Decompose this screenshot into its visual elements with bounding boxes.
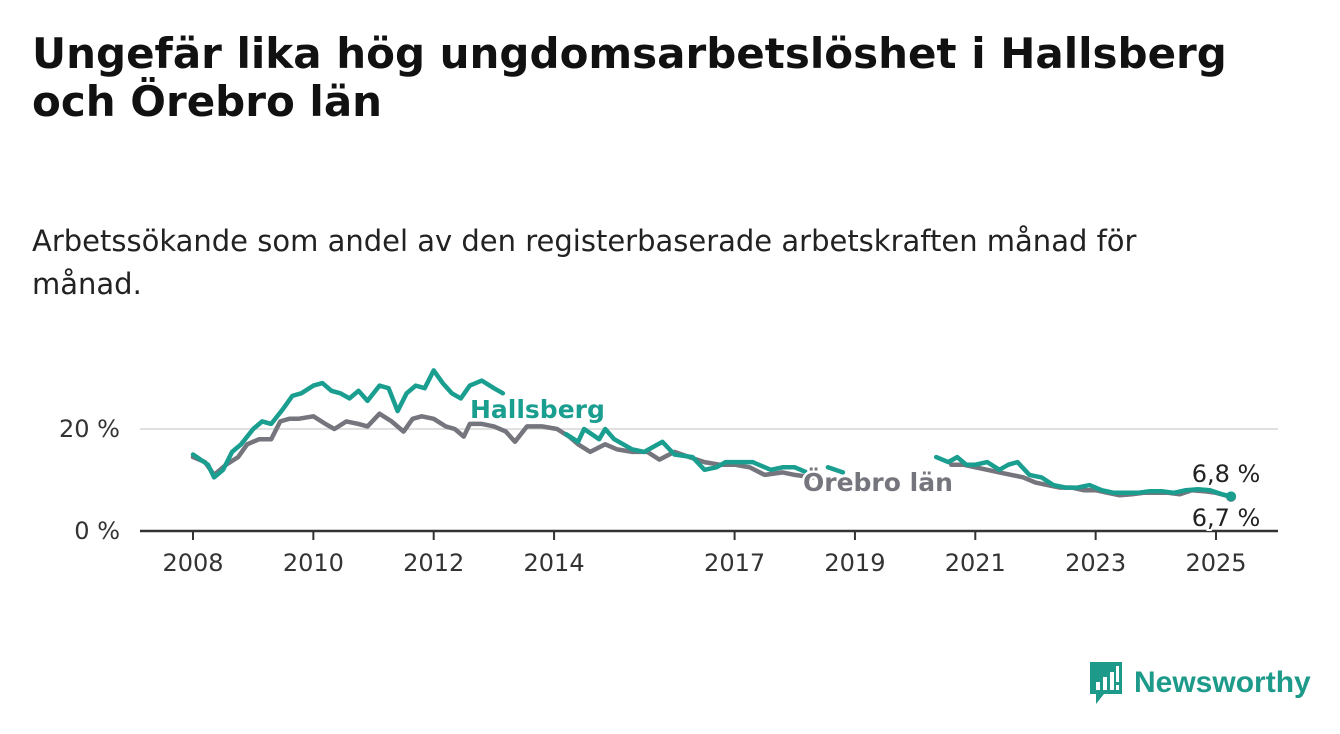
- series-end-point: [1226, 491, 1237, 502]
- x-tick-label: 2023: [1065, 549, 1126, 577]
- chart-title: Ungefär lika hög ungdomsarbetslöshet i H…: [32, 29, 1227, 126]
- axis-layer: 0 % 20 % 2008 2010 2012 2014 2017 2019 2021 2023 2…: [59, 415, 1278, 577]
- x-tick-label: 2010: [283, 549, 344, 577]
- newsworthy-logo: Newsworthy: [1088, 660, 1311, 706]
- series-layer: [190, 368, 1237, 502]
- x-tick-label: 2025: [1185, 549, 1246, 577]
- series-label-hallsberg: Hallsberg: [470, 395, 605, 424]
- series-line-hallsberg: [190, 368, 1234, 499]
- x-tick-label: 2019: [824, 549, 885, 577]
- end-value-label: 6,7 %: [1192, 504, 1261, 532]
- x-tick-label: 2017: [704, 549, 765, 577]
- x-tick-label: 2008: [162, 549, 223, 577]
- series-line-orebro-lan: [190, 411, 1234, 500]
- x-tick-label: 2014: [524, 549, 585, 577]
- logo-text: Newsworthy: [1134, 666, 1311, 699]
- bar-chart-icon: [1090, 662, 1122, 704]
- label-layer: Hallsberg Örebro län 6,8 % 6,7 %: [468, 393, 1263, 535]
- y-tick-label: 0 %: [74, 517, 120, 545]
- x-tick-label: 2012: [403, 549, 464, 577]
- series-label-orebro-lan: Örebro län: [803, 467, 953, 497]
- end-value-label: 6,8 %: [1192, 460, 1261, 488]
- x-tick-label: 2021: [945, 549, 1006, 577]
- chart-subtitle: Arbetssökande som andel av den registerb…: [32, 224, 1137, 301]
- y-tick-label: 20 %: [59, 415, 120, 443]
